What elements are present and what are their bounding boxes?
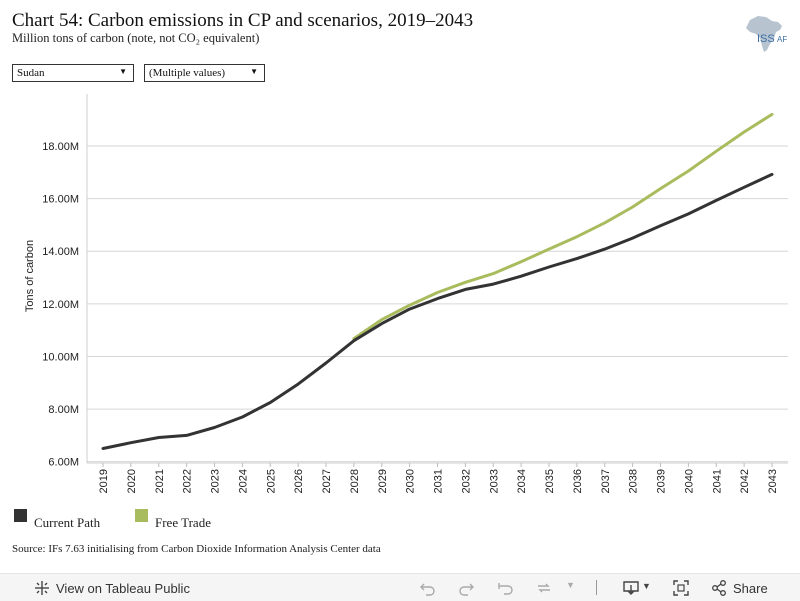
y-tick-label: 18.00M: [42, 141, 79, 153]
x-tick-label: 2028: [349, 469, 361, 493]
y-tick-label: 12.00M: [42, 299, 79, 311]
x-tick-label: 2023: [210, 469, 222, 493]
legend-label-free-trade: Free Trade: [155, 515, 211, 530]
chart-title: Chart 54: Carbon emissions in CP and sce…: [12, 10, 474, 31]
y-tick-label: 6.00M: [48, 457, 79, 469]
x-tick-label: 2040: [683, 469, 695, 493]
series-lines: [101, 112, 774, 450]
x-tick-label: 2031: [433, 469, 445, 493]
chevron-down-icon: ▼: [250, 67, 258, 76]
chevron-down-icon[interactable]: ▼: [642, 581, 651, 591]
y-tick-label: 16.00M: [42, 194, 79, 206]
country-filter-dropdown[interactable]: Sudan ▼: [12, 64, 134, 82]
x-tick-label: 2019: [98, 469, 110, 493]
legend-swatch-current-path: [14, 509, 27, 522]
tableau-toolbar: View on Tableau Public ▼ ▼ Share: [0, 573, 800, 601]
iss-africa-logo: ISS AF: [746, 16, 787, 52]
y-tick-label: 10.00M: [42, 351, 79, 363]
scenario-filter-dropdown[interactable]: (Multiple values) ▼: [144, 64, 265, 82]
gridlines: [87, 145, 788, 463]
axes: [86, 94, 788, 464]
logo-suffix: AF: [777, 35, 787, 44]
view-on-tableau-label: View on Tableau Public: [56, 580, 190, 596]
series-line-current-path: [101, 172, 774, 450]
x-tick-label: 2022: [182, 469, 194, 493]
x-tick-label: 2034: [516, 469, 528, 493]
x-tick-label: 2041: [711, 469, 723, 493]
x-tick-label: 2025: [265, 469, 277, 493]
x-tick-label: 2039: [656, 469, 668, 493]
chevron-down-icon[interactable]: ▼: [566, 580, 575, 590]
x-tick-label: 2020: [126, 469, 138, 493]
x-tick-label: 2042: [739, 469, 751, 493]
x-tick-label: 2027: [321, 469, 333, 493]
x-tick-label: 2035: [544, 469, 556, 493]
x-tick-label: 2030: [405, 469, 417, 493]
x-tick-label: 2024: [237, 469, 249, 493]
scenario-filter-value: (Multiple values): [149, 67, 226, 79]
y-axis-label: Tons of carbon: [24, 240, 36, 312]
legend-swatch-free-trade: [135, 509, 148, 522]
share-icon: [712, 580, 726, 596]
x-tick-label: 2038: [628, 469, 640, 493]
share-label: Share: [733, 580, 768, 596]
x-tick-label: 2037: [600, 469, 612, 493]
x-tick-label: 2032: [460, 469, 472, 493]
x-tick-labels: 2019 2020 2021 2022 2023 2024 2025 2026 2027 2028…: [98, 463, 779, 493]
download-icon[interactable]: [622, 579, 640, 597]
refresh-icon[interactable]: [534, 579, 554, 597]
x-tick-label: 2021: [154, 469, 166, 493]
y-tick-label: 14.00M: [42, 246, 79, 258]
x-tick-label: 2043: [767, 469, 779, 493]
country-filter-value: Sudan: [17, 67, 45, 79]
y-tick-labels: 6.00M 8.00M 10.00M 12.00M 14.00M 16.00M 18.00M: [42, 141, 79, 469]
x-tick-label: 2029: [377, 469, 389, 493]
legend-label-current-path: Current Path: [34, 515, 101, 530]
redo-icon[interactable]: [456, 579, 476, 597]
chevron-down-icon: ▼: [119, 67, 127, 76]
revert-icon[interactable]: [496, 579, 516, 597]
source-note: Source: IFs 7.63 initialising from Carbo…: [12, 543, 381, 555]
toolbar-divider: [596, 580, 597, 595]
logo-text: ISS: [757, 33, 775, 45]
x-tick-label: 2026: [293, 469, 305, 493]
share-button[interactable]: Share: [710, 579, 768, 597]
chart-subtitle: Million tons of carbon (note, not CO₂ eq…: [12, 31, 260, 45]
line-chart: 6.00M 8.00M 10.00M 12.00M 14.00M 16.00M 18.00M…: [24, 94, 788, 493]
x-tick-label: 2033: [488, 469, 500, 493]
x-tick-label: 2036: [572, 469, 584, 493]
view-on-tableau-button[interactable]: View on Tableau Public: [33, 579, 190, 597]
fullscreen-icon[interactable]: [672, 579, 690, 597]
series-line-free-trade: [352, 112, 774, 341]
undo-icon[interactable]: [418, 579, 438, 597]
y-tick-label: 8.00M: [48, 404, 79, 416]
tableau-logo-icon: [35, 581, 49, 595]
